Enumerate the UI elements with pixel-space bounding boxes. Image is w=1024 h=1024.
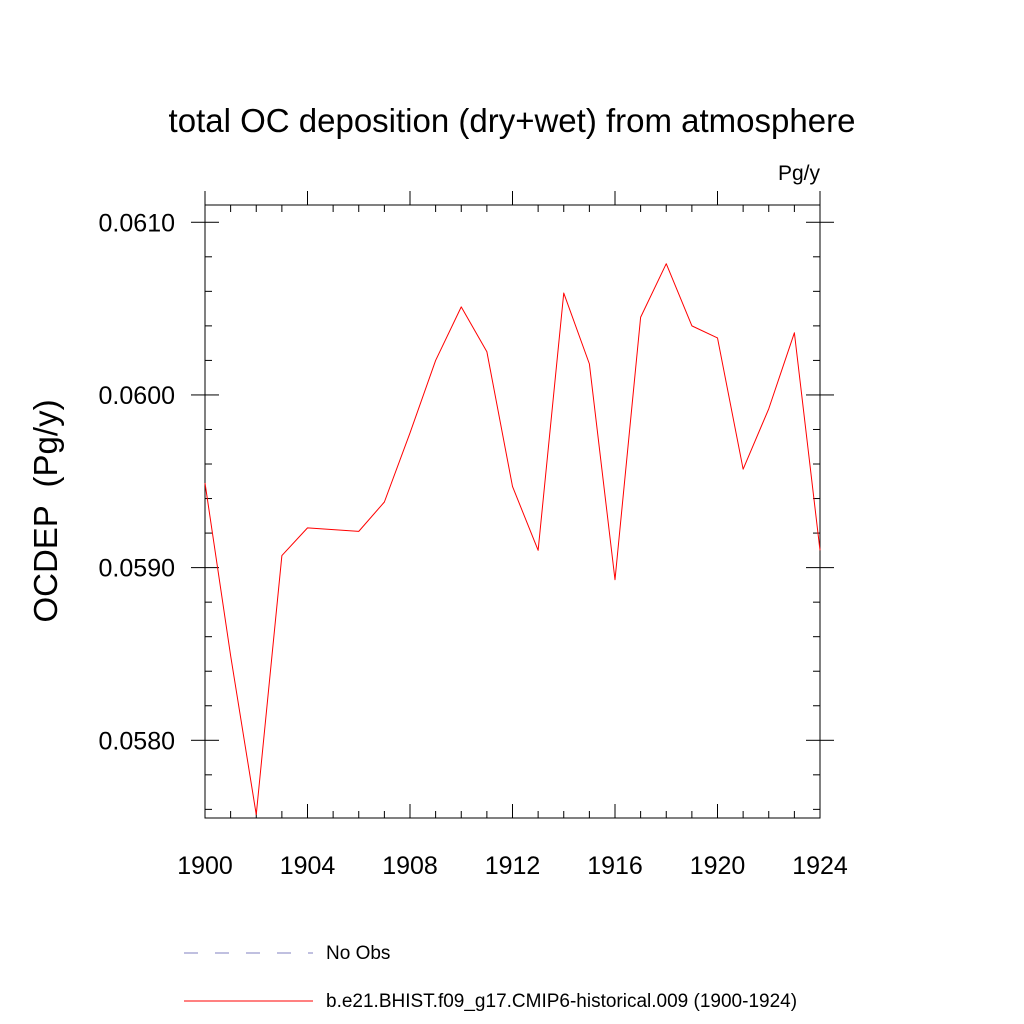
axis-ticks xyxy=(191,191,834,818)
x-tick-label: 1908 xyxy=(382,852,438,880)
axis-tick-labels: 1900 1904 1908 1912 1916 1920 1924 0.0580 0.0590… xyxy=(99,209,848,880)
x-tick-label: 1904 xyxy=(280,852,336,880)
series-line-model xyxy=(204,263,821,816)
x-tick-label: 1912 xyxy=(485,852,541,880)
legend: No Obs b.e21.BHIST.f09_g17.CMIP6-histori… xyxy=(184,943,797,1012)
x-tick-label: 1920 xyxy=(690,852,746,880)
series-layer xyxy=(204,263,821,816)
y-axis-label: OCDEP (Pg/y) xyxy=(27,399,64,622)
chart-title: total OC deposition (dry+wet) from atmos… xyxy=(169,102,856,139)
y-tick-label: 0.0600 xyxy=(99,382,175,410)
x-tick-label: 1916 xyxy=(587,852,643,880)
units-label: Pg/y xyxy=(778,162,821,185)
y-tick-label: 0.0610 xyxy=(99,209,175,237)
x-tick-label: 1900 xyxy=(177,852,233,880)
x-tick-label: 1924 xyxy=(792,852,848,880)
y-tick-label: 0.0590 xyxy=(99,555,175,583)
legend-label-no-obs: No Obs xyxy=(326,943,390,964)
plot-frame xyxy=(204,204,821,819)
legend-label-model: b.e21.BHIST.f09_g17.CMIP6-historical.009… xyxy=(326,991,797,1012)
y-tick-label: 0.0580 xyxy=(99,727,175,755)
